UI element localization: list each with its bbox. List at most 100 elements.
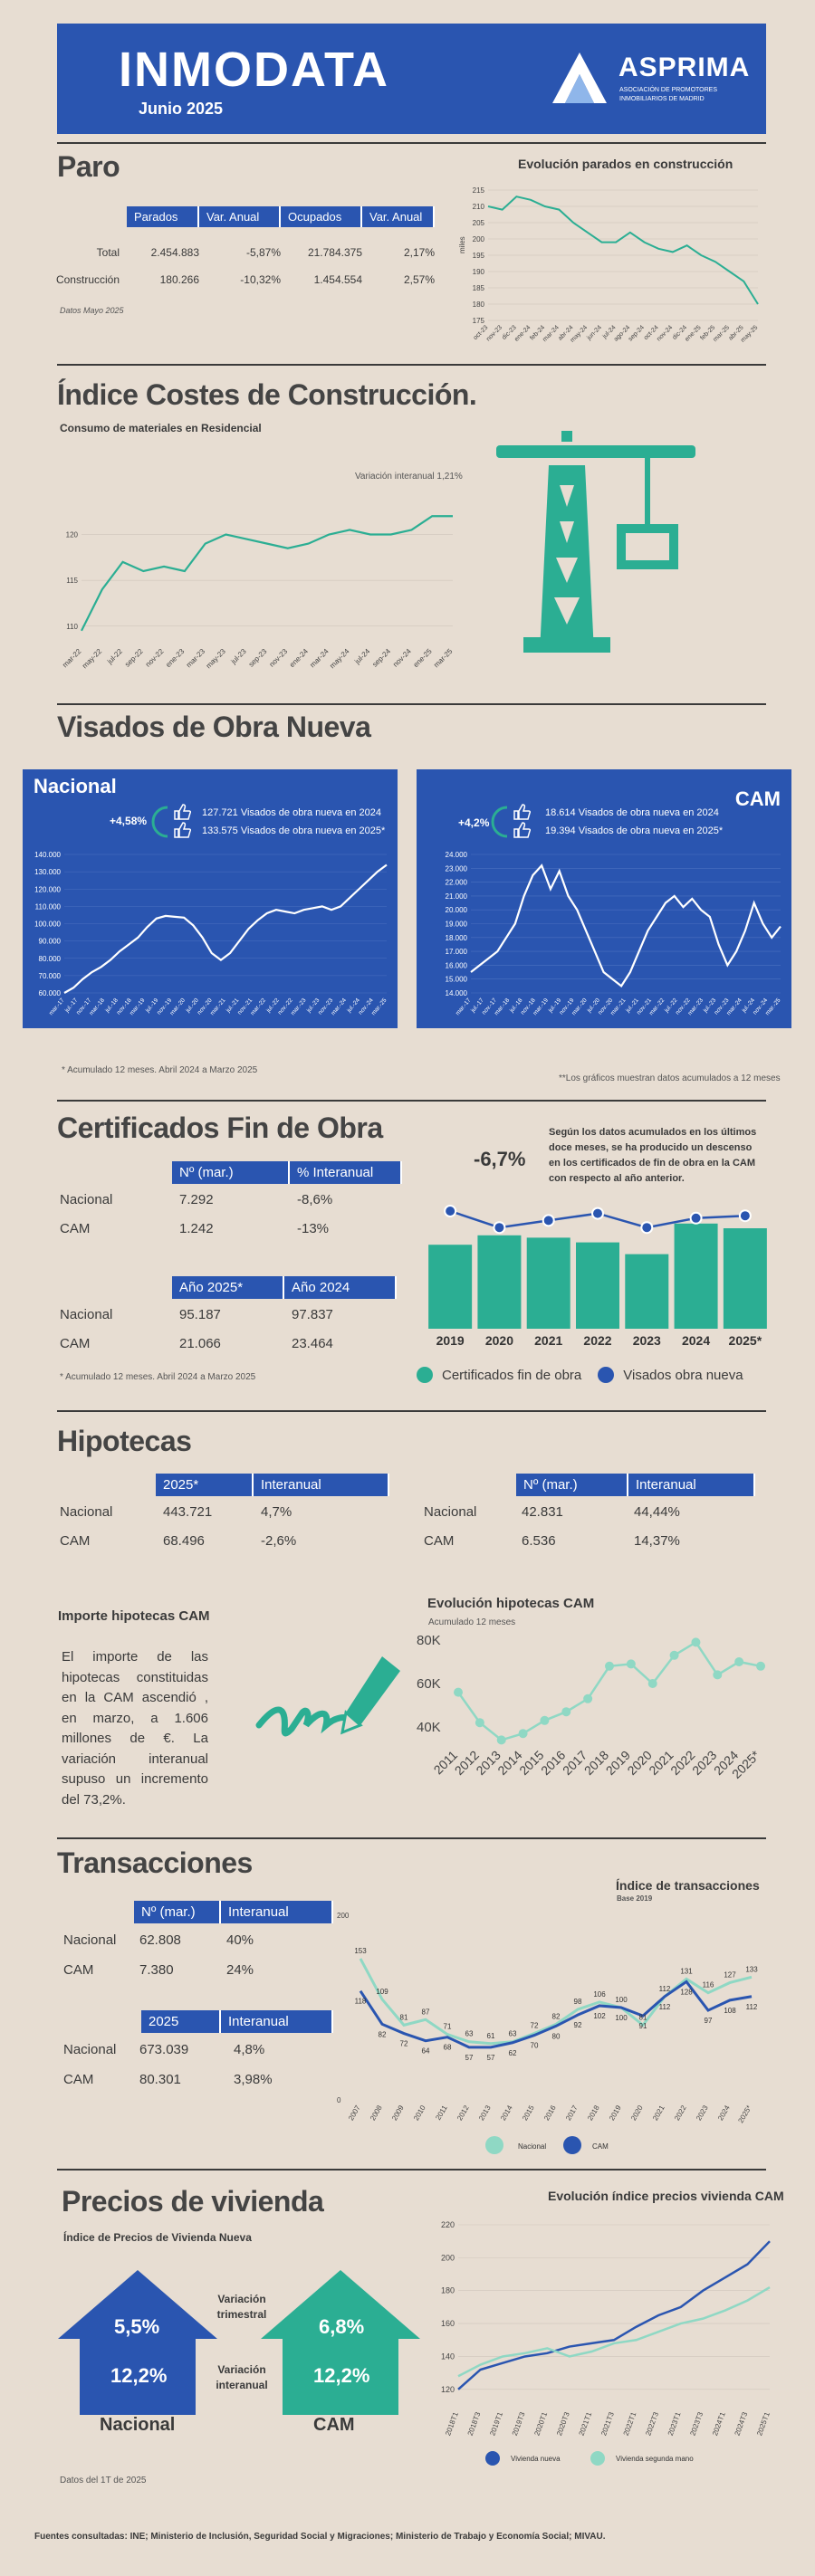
cell: -8,6% [297,1191,333,1207]
y-tick-label: 130.000 [34,868,61,876]
y-tick-label: 110.000 [35,902,62,911]
data-point [669,1650,679,1660]
bar [477,1235,522,1329]
data-label: 112 [659,1985,671,1993]
x-tick-label: 2020 [485,1333,513,1347]
rule [57,1100,766,1102]
rule [57,142,766,144]
cell: 180.266 [159,273,199,286]
legend-label: CAM [592,2142,609,2151]
x-tick-label: 2011 [434,2104,449,2122]
section-title-costes: Índice Costes de Construcción. [57,378,477,411]
nacional-label: Nacional [100,2415,176,2435]
x-tick-label: 2020T1 [532,2410,549,2437]
y-tick-label: 22.000 [446,879,468,887]
cell: 3,98% [234,2071,273,2087]
data-label: 72 [531,2022,539,2030]
visados-note-right: **Los gráficos muestran datos acumulados… [559,1073,781,1083]
var-trim-label: Variación trimestral [216,2293,267,2321]
data-label: 133 [745,1965,758,1973]
legend-dot [417,1367,433,1383]
x-tick-label: mar.-24 [330,997,348,1016]
x-tick-label: mar.-23 [290,997,308,1016]
paro-note: Datos Mayo 2025 [60,306,124,315]
data-label: 68 [444,2044,452,2052]
y-tick-label: 200 [473,235,485,243]
y-tick-label: 115 [66,577,78,585]
precios-note: Datos del 1T de 2025 [60,2476,147,2485]
importe-title: Importe hipotecas CAM [58,1608,210,1624]
row-label: CAM [60,1532,91,1549]
x-tick-label: ene-23 [164,647,186,669]
table-row: CAM 80.301 3,98% [63,2066,346,2093]
x-tick-label: mar.-22 [249,997,267,1016]
y-tick-label: 15.000 [446,976,468,984]
rule [57,364,766,366]
y-tick-label: 18.000 [446,934,468,942]
x-tick-label: mar-22 [61,647,83,670]
row-label: Nacional [60,1306,113,1322]
footer-sources: Fuentes consultadas: INE; Ministerio de … [34,2532,606,2542]
x-tick-label: mar-25 [432,647,455,670]
bar [723,1228,767,1329]
cell: -13% [297,1220,330,1236]
row-label: CAM [60,1220,91,1236]
table-row: Nacional 673.039 4,8% [63,2033,346,2066]
row-label: CAM [63,2071,94,2087]
y-tick-label: 120 [66,531,79,539]
data-label: 91 [639,2022,647,2030]
cert-table1: Nº (mar.) % Interanual Nacional 7.292 -8… [60,1161,409,1242]
y-tick-label: 23.000 [446,864,468,873]
y-tick-label: 215 [473,186,485,195]
series-line [63,863,388,994]
data-label: 127 [724,1970,736,1979]
x-tick-label: jul-24 [352,647,371,666]
nacional-trim: 5,5% [114,2315,160,2338]
legend-dot [563,2136,581,2154]
x-tick-label: jul-22 [105,647,124,666]
x-tick-label: 2024 [716,2104,732,2122]
trans-chart-sub: Base 2019 [617,1894,653,1903]
series-line [359,1958,753,2046]
data-label: 92 [574,2021,582,2029]
x-tick-label: 2020 [629,2104,645,2122]
row-label: Nacional [63,1932,117,1948]
data-point [756,1661,765,1671]
x-tick-label: sep-24 [628,324,646,342]
rule [57,2169,766,2171]
cell: 24% [226,1961,254,1978]
legend-label: Vivienda nueva [511,2455,561,2463]
x-tick-label: mar.-20 [168,997,187,1016]
x-tick-label: jul-23 [229,647,248,666]
costes-annotation: Variación interanual 1,21% [355,472,463,482]
var-inter-label: Variación interanual [216,2363,268,2391]
y-tick-label: 60K [417,1676,441,1692]
data-label: 116 [703,1981,714,1989]
header-date: Junio 2025 [139,100,224,118]
cell: 2.454.883 [150,246,199,259]
bar [674,1223,718,1329]
legend-label: Certificados fin de obra [442,1367,582,1383]
y-tick-label: 80.000 [39,955,62,963]
data-point [583,1693,593,1703]
visados-cam-pct: +4,2% [458,816,490,829]
cell: 4,7% [261,1503,292,1520]
cell: 1.454.554 [313,273,362,286]
x-tick-label: 2022T3 [644,2410,660,2437]
x-tick-label: sep-23 [247,647,269,669]
x-tick-label: 2021 [651,2104,666,2122]
x-tick-label: may-23 [205,647,228,671]
y-tick-label: 195 [473,252,485,260]
rule [57,1410,766,1412]
chart-paro-construccion: 175180185190195200205210215oct-23nov-23d… [458,186,759,344]
y-tick-label: 17.000 [446,948,468,956]
y-tick-label: 120 [441,2385,455,2394]
x-tick-label: 2017 [564,2104,580,2122]
cell: 673.039 [139,2041,189,2057]
series-line [470,863,781,987]
x-tick-label: 2013 [477,2104,493,2122]
data-label: 100 [615,2014,628,2022]
data-label: 97 [705,2017,713,2025]
x-tick-label: 2021T3 [599,2410,616,2437]
bar [576,1242,619,1329]
